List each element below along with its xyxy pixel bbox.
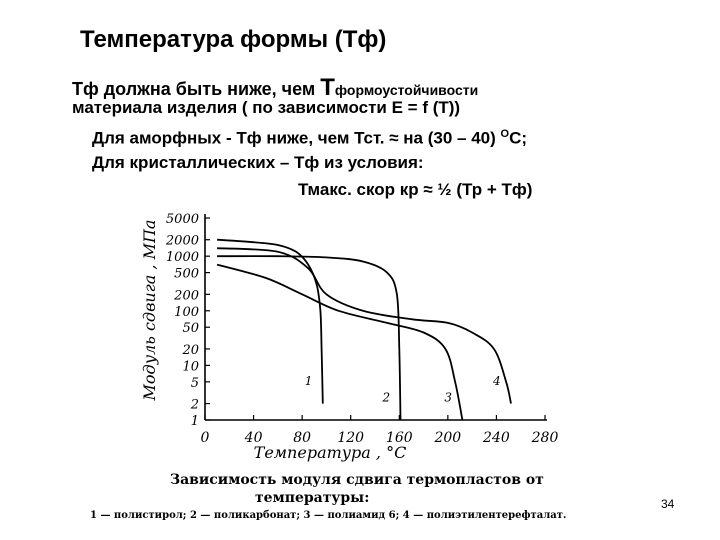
y-tick-label: 50 [182,321,199,336]
caption-line-1: Зависимость модуля сдвига термопластов о… [170,472,544,488]
x-tick-label: 160 [386,430,413,446]
text-line-3-sup: О [500,128,510,140]
series-label-1: 1 [305,374,313,388]
x-tick-label: 280 [531,430,559,446]
text-line-3-b: С; [509,128,528,148]
x-tick-label: 40 [244,430,263,446]
text-line-5: Тмакс. скор кр ≈ ½ (Тр + Тф) [298,180,533,199]
caption-line-2: температуры: [255,490,370,506]
text-line-1: Тф должна быть ниже, чем Тформоустойчиво… [72,74,478,102]
x-tick-label: 240 [482,430,510,446]
y-tick-label: 500 [174,267,199,282]
y-tick-label: 200 [173,288,199,303]
y-tick-label: 5 [191,376,199,391]
x-tick-label: 200 [433,430,461,446]
series-label-4: 4 [492,374,501,388]
x-tick-label: 0 [201,430,210,446]
y-tick-label: 100 [174,305,199,320]
text-line-1-T: Т [320,74,335,101]
text-line-3: Для аморфных - Тф ниже, чем Тст. ≈ на (3… [92,128,527,149]
y-tick-label: 1000 [166,250,199,265]
text-line-4: Для кристаллических – Тф из условия: [92,153,424,172]
x-axis-title: Температура , °С [254,443,407,462]
y-tick-label: 10 [182,359,199,374]
caption-line-3: 1 — полистирол; 2 — поликарбонат; 3 — по… [90,510,567,521]
y-tick-label: 5000 [166,212,199,227]
series-label-3: 3 [444,390,452,404]
series-line-3 [216,263,464,421]
page-number: 34 [661,497,675,511]
y-tick-label: 2 [190,398,199,413]
text-line-3-a: Для аморфных - Тф ниже, чем Тст. ≈ на (3… [92,128,501,148]
y-tick-label: 20 [181,343,199,358]
series-line-1 [217,238,324,404]
y-axis-title: Модуль сдвига , МПа [140,220,159,402]
text-line-1-b: формоустойчивости [334,82,479,98]
y-tick-label: 2000 [165,234,199,249]
y-tick-label: 1 [191,414,199,429]
series-line-4 [217,247,512,404]
text-line-1-a: Тф должна быть ниже, чем [72,79,321,99]
x-tick-label: 120 [337,430,364,446]
x-tick-label: 80 [293,430,311,446]
series-line-2 [217,255,402,421]
slide-title: Температура формы (Тф) [80,26,387,53]
text-line-2: материала изделия ( по зависимости Е = f… [72,98,461,117]
series-label-2: 2 [382,390,391,404]
